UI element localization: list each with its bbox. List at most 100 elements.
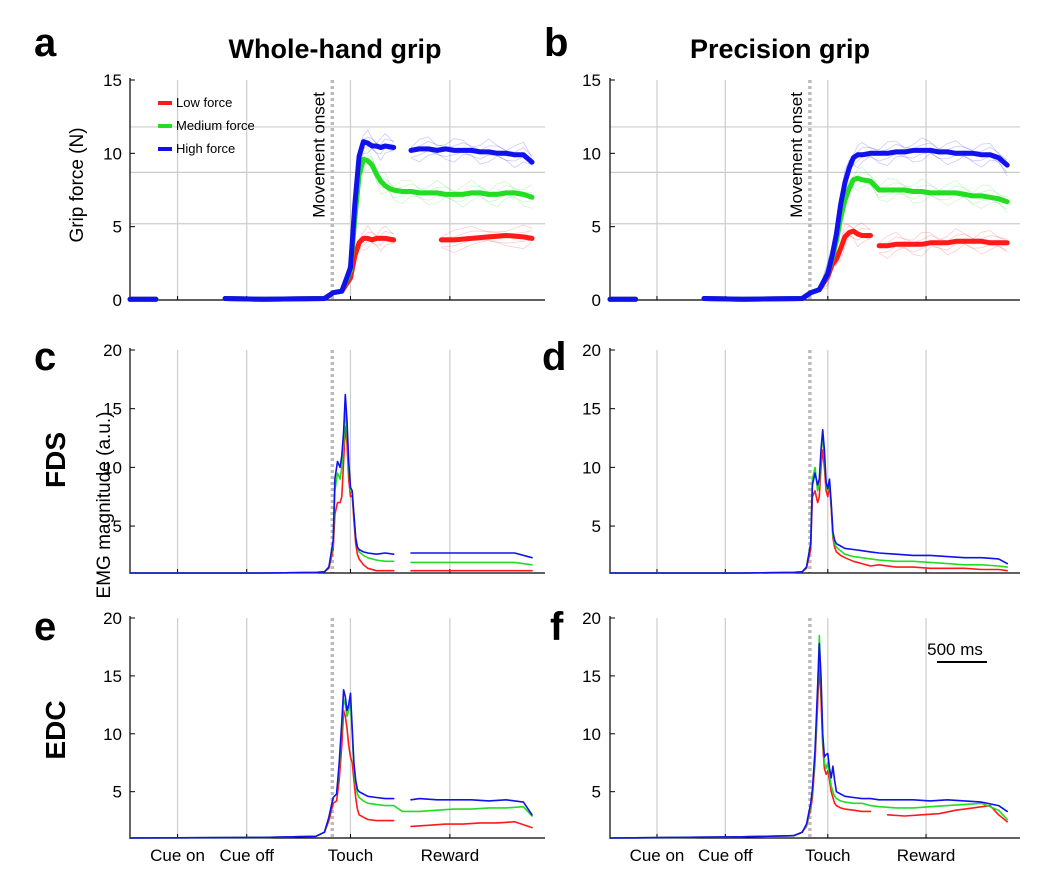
trial-trace [703, 166, 1008, 300]
mean-trace [609, 663, 872, 839]
trial-trace [703, 233, 871, 300]
y-tick-label: 0 [113, 291, 122, 310]
panel-letter-a: a [34, 21, 57, 65]
y-tick-label: 20 [103, 341, 122, 360]
y-tick-label: 10 [582, 458, 601, 477]
event-label-touch: Touch [805, 846, 850, 865]
panel-letter-b: b [544, 21, 568, 65]
trial-trace [878, 228, 1008, 244]
trial-trace [703, 234, 871, 300]
series-high-force [127, 129, 535, 302]
trial-trace [441, 239, 533, 254]
force-y-axis-label: Grip force (N) [67, 127, 88, 242]
y-tick-label: 15 [103, 667, 122, 686]
y-tick-label: 20 [582, 609, 601, 628]
scale-bar-label: 500 ms [927, 640, 983, 659]
column-title-whole-hand: Whole-hand grip [229, 34, 442, 64]
y-tick-label: 10 [582, 144, 601, 163]
mean-trace [222, 156, 535, 302]
event-label-cue-off: Cue off [698, 846, 753, 865]
mean-trace [701, 228, 873, 302]
trial-trace [879, 243, 1008, 254]
figure-labels: a b c d e f Whole-hand grip Precision gr… [34, 21, 987, 760]
mean-trace [886, 804, 1009, 823]
panel-letter-d: d [542, 335, 566, 379]
row-label-fds: FDS [40, 432, 71, 488]
trial-trace [441, 239, 533, 248]
y-tick-label: 0 [592, 291, 601, 310]
mean-trace [876, 238, 1010, 249]
movement-onset-label: Movement onset [309, 92, 328, 218]
trial-trace [441, 224, 533, 238]
y-tick-label: 20 [582, 341, 601, 360]
trial-trace [225, 167, 533, 300]
mean-trace [129, 425, 395, 574]
event-label-touch: Touch [328, 846, 373, 865]
panels: 0 5 10 15 Movement onset Low force Medium forc… [103, 71, 1020, 865]
trial-trace [225, 239, 394, 300]
movement-onset-label: Movement onset [787, 92, 806, 218]
panel-letter-c: c [34, 335, 56, 379]
trial-trace [703, 137, 1008, 300]
trial-trace [879, 233, 1008, 244]
column-title-precision: Precision grip [690, 34, 870, 64]
trial-trace [703, 152, 1008, 300]
y-tick-label: 5 [113, 783, 122, 802]
y-tick-label: 20 [103, 609, 122, 628]
emg-y-axis-label: EMG magnitude (a.u.) [94, 412, 115, 599]
y-tick-label: 15 [582, 71, 601, 90]
mean-trace [609, 642, 1009, 839]
mean-trace [410, 561, 533, 566]
event-label-cue-off: Cue off [219, 846, 274, 865]
event-label-cue-on: Cue on [630, 846, 685, 865]
trial-trace [410, 141, 533, 157]
y-tick-label: 5 [592, 783, 601, 802]
trial-trace [410, 152, 533, 169]
mean-trace [410, 552, 533, 559]
series-high-force [129, 688, 533, 839]
mean-trace [410, 820, 533, 829]
mean-trace [609, 634, 1009, 839]
legend-label-low: Low force [176, 95, 232, 110]
y-tick-label: 10 [582, 725, 601, 744]
event-label-cue-on: Cue on [150, 846, 205, 865]
mean-trace [410, 797, 533, 816]
panel-a: 0 5 10 15 Movement onset Low force Medium forc… [103, 71, 545, 310]
mean-trace [408, 146, 535, 165]
event-label-reward: Reward [897, 846, 956, 865]
panel-b: 0 5 10 15 Movement onset [582, 71, 1020, 310]
y-tick-label: 15 [103, 400, 122, 419]
series-high-force [609, 428, 1009, 574]
mean-trace [438, 233, 535, 243]
y-tick-label: 10 [103, 458, 122, 477]
trial-trace [225, 242, 394, 300]
legend-label-medium: Medium force [176, 118, 255, 133]
mean-trace [129, 688, 395, 839]
panel-letter-f: f [550, 605, 564, 649]
y-tick-label: 5 [592, 218, 601, 237]
y-tick-label: 15 [103, 71, 122, 90]
panel-letter-e: e [34, 605, 56, 649]
series-high-force [607, 137, 1010, 302]
y-tick-label: 15 [582, 400, 601, 419]
panel-e: 5 10 15 20 Cue on Cue off Touch Reward [103, 609, 545, 865]
trial-trace [878, 243, 1008, 259]
row-label-edc: EDC [40, 700, 71, 759]
panel-f: 5 10 15 20 Cue on Cue off Touch Reward [582, 609, 1020, 865]
series-medium-force [609, 634, 1009, 839]
y-tick-label: 5 [113, 218, 122, 237]
mean-trace [701, 147, 1010, 302]
y-tick-label: 5 [592, 517, 601, 536]
panel-d: 5 10 15 20 [582, 341, 1020, 574]
series-low-force [607, 222, 1010, 302]
panel-c: 5 10 15 20 [103, 341, 545, 574]
trial-trace [410, 136, 533, 158]
trial-trace [441, 230, 533, 238]
mean-trace [609, 428, 1009, 574]
legend-label-high: High force [176, 141, 235, 156]
y-tick-label: 10 [103, 725, 122, 744]
trial-trace [703, 151, 1008, 300]
y-tick-label: 10 [103, 144, 122, 163]
mean-trace [129, 393, 395, 574]
